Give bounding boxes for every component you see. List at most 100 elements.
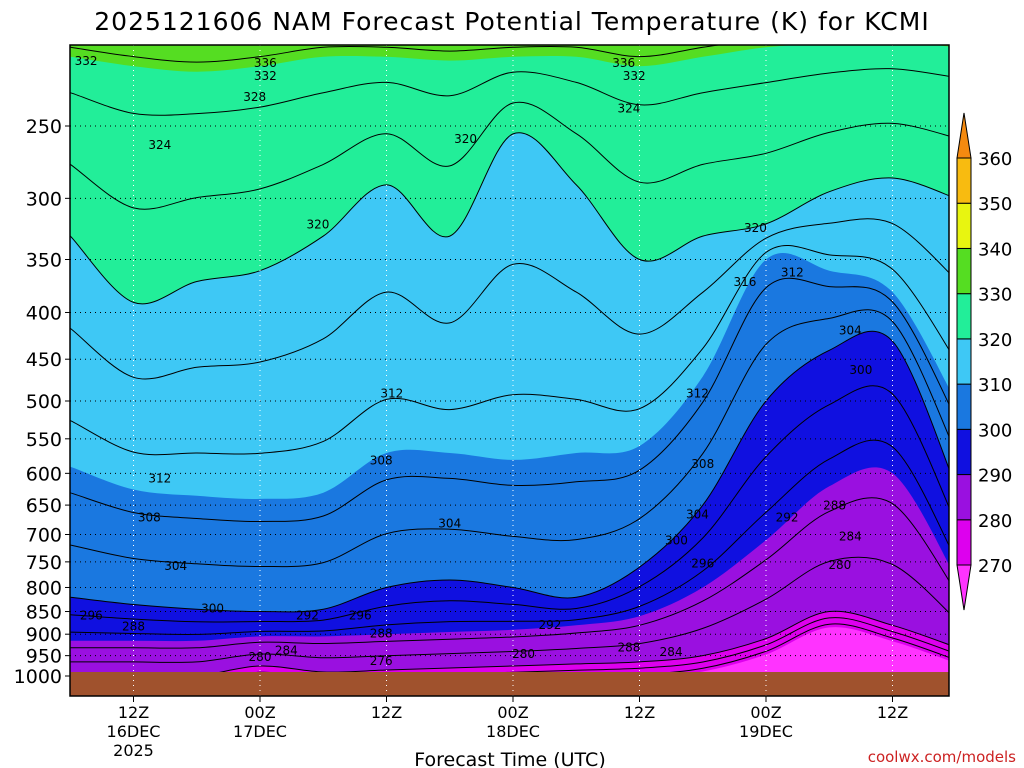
colorbar-label: 280 — [978, 511, 1012, 532]
y-tick-label: 400 — [26, 302, 62, 324]
contour-label: 276 — [370, 654, 393, 668]
contour-label: 324 — [618, 102, 641, 116]
chart-title: 2025121606 NAM Forecast Potential Temper… — [94, 7, 929, 36]
x-tick-label: 12Z — [118, 703, 149, 722]
y-tick-label: 750 — [26, 552, 62, 574]
contour-label: 320 — [307, 217, 330, 231]
isentrope-332 — [70, 45, 723, 63]
colorbar-band — [956, 247, 972, 295]
contour-label: 332 — [254, 69, 277, 83]
isentrope-292 — [70, 439, 949, 635]
colorbar-label: 340 — [978, 239, 1012, 260]
contour-label: 304 — [839, 323, 862, 337]
contour-label: 312 — [380, 386, 403, 400]
isentrope-324 — [70, 101, 949, 210]
colorbar-label: 310 — [978, 375, 1012, 396]
x-axis-label: Forecast Time (UTC) — [414, 749, 605, 768]
contour-label: 280 — [249, 650, 272, 664]
contour-label: 296 — [80, 608, 103, 622]
x-tick-label: 12Z — [624, 703, 655, 722]
contour-label: 336 — [612, 56, 635, 70]
colorbar-label: 270 — [978, 556, 1012, 577]
isentrope-308 — [70, 277, 949, 523]
contour-label: 320 — [454, 132, 477, 146]
contour-label: 288 — [823, 499, 846, 513]
y-tick-label: 950 — [26, 646, 62, 668]
isentrope-288 — [70, 497, 949, 649]
contour-label: 332 — [623, 69, 646, 83]
contour-label: 304 — [438, 516, 461, 530]
y-tick-label: 600 — [26, 463, 62, 485]
isentrope-316 — [70, 218, 949, 380]
colorbar-label: 290 — [978, 466, 1012, 487]
contour-label: 300 — [201, 601, 224, 615]
x-tick-label: 16DEC — [107, 722, 161, 741]
colorbar: 270 280 290 300 310 320 330 340 350 360 — [956, 112, 1012, 611]
x-tick-label: 18DEC — [486, 722, 540, 741]
contour-label: 300 — [665, 534, 688, 548]
y-tick-label: 450 — [26, 349, 62, 371]
contour-label: 312 — [781, 265, 804, 279]
isentrope-328 — [70, 68, 949, 116]
x-tick-label: 19DEC — [739, 722, 793, 741]
y-tick-label: 900 — [26, 624, 62, 646]
isentrope-304 — [70, 309, 949, 568]
isentrope-lines — [70, 45, 949, 690]
x-tick-label: 17DEC — [233, 722, 287, 741]
isentrope-312 — [70, 244, 949, 456]
contour-labels: 332 3363323283243203203363323243203163123… — [75, 54, 873, 668]
contour-label: 312 — [148, 471, 171, 485]
credit-link[interactable]: coolwx.com/models — [868, 748, 1016, 766]
contour-label: 308 — [370, 453, 393, 467]
contour-label: 288 — [370, 626, 393, 640]
y-tick-label: 1000 — [14, 666, 62, 688]
colorbar-label: 360 — [978, 149, 1012, 170]
y-tick-label: 650 — [26, 495, 62, 517]
contour-label: 280 — [512, 647, 535, 661]
contour-label: 336 — [254, 56, 277, 70]
contour-label: 296 — [349, 608, 372, 622]
contour-label: 304 — [686, 508, 709, 522]
isentrope-296 — [70, 385, 949, 623]
y-tick-label: 300 — [26, 188, 62, 210]
contour-label: 308 — [691, 457, 714, 471]
isentrope-284 — [70, 556, 949, 663]
contour-label: 292 — [296, 608, 319, 622]
contour-label: 284 — [839, 530, 862, 544]
contour-label: 288 — [618, 641, 641, 655]
colorbar-band — [956, 338, 972, 385]
contour-label: 324 — [148, 138, 171, 152]
y-tick-label: 850 — [26, 602, 62, 624]
colorbar-band — [956, 519, 972, 566]
isentrope-300 — [70, 330, 949, 613]
ground-surface — [70, 672, 949, 696]
x-tick-label: 00Z — [244, 703, 275, 722]
isentrope-320 — [70, 132, 949, 305]
y-tick-label: 550 — [26, 429, 62, 451]
colorbar-label: 320 — [978, 330, 1012, 351]
colorbar-label: 330 — [978, 285, 1012, 306]
contour-label: 328 — [243, 90, 266, 104]
colorbar-band — [956, 157, 972, 204]
colorbar-label: 350 — [978, 194, 1012, 215]
colorbar-label: 300 — [978, 420, 1012, 441]
colorbar-band — [956, 383, 972, 430]
contour-label: 280 — [828, 558, 851, 572]
y-tick-label: 700 — [26, 524, 62, 546]
y-axis: 2503003504004505005506006507007508008509… — [14, 116, 70, 688]
colorbar-band — [956, 428, 972, 476]
contour-label: 304 — [164, 559, 187, 573]
colorbar-band — [956, 293, 972, 340]
theta-band-280-290 — [70, 467, 949, 696]
y-tick-label: 800 — [26, 577, 62, 599]
y-tick-label: 350 — [26, 249, 62, 271]
colorbar-upper-extension — [956, 112, 972, 159]
grid-lines — [70, 45, 949, 696]
contour-label: 312 — [686, 386, 709, 400]
contour-label: 308 — [138, 511, 161, 525]
contour-label: 300 — [849, 363, 872, 377]
plot-frame — [69, 44, 950, 697]
contour-label: 288 — [122, 620, 145, 634]
theta-bands — [70, 45, 949, 696]
